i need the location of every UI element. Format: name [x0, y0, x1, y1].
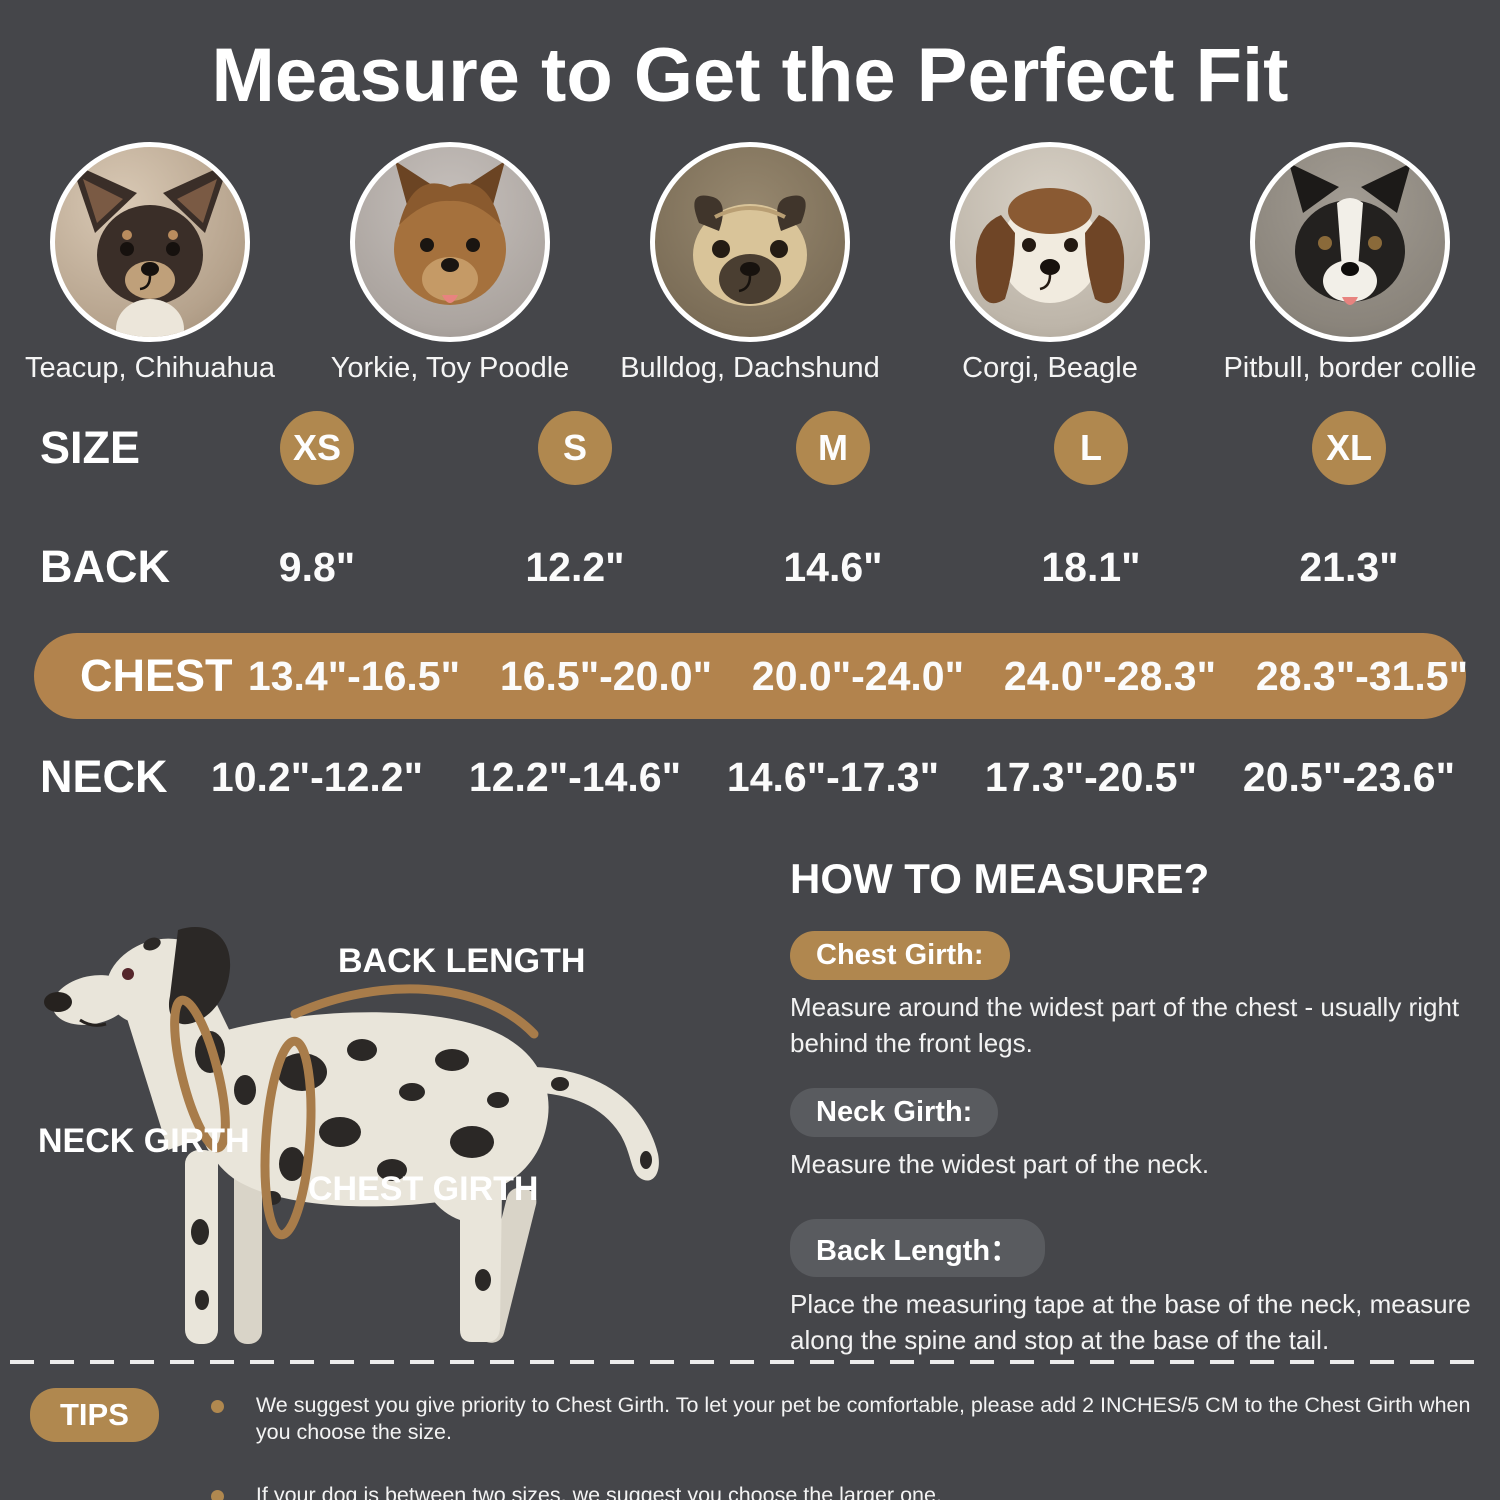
row-label-neck: NECK — [40, 751, 168, 802]
dalmatian-measure-illustration — [44, 927, 659, 1344]
chest-girth-description: Measure around the widest part of the ch… — [790, 992, 1460, 1058]
tip-text-between-sizes: If your dog is between two sizes, we sug… — [255, 1482, 942, 1500]
back-value-xl: 21.3" — [1299, 543, 1399, 590]
page-title: Measure to Get the Perfect Fit — [211, 33, 1289, 118]
figure-label-neck-girth: NECK GIRTH — [38, 1122, 250, 1160]
bullet-dot-icon — [210, 1489, 224, 1500]
tips-badge: TIPS — [30, 1388, 159, 1442]
table-row-neck: NECK 10.2"-12.2" 12.2"-14.6" 14.6"-17.3"… — [0, 744, 1480, 810]
tip-item: We suggest you give priority to Chest Gi… — [210, 1392, 1490, 1446]
tip-text-chest-priority: We suggest you give priority to Chest Gi… — [255, 1393, 1471, 1444]
chest-value-m: 20.0"-24.0" — [751, 652, 965, 699]
back-length-arc — [290, 984, 539, 1039]
figure-label-back-length: BACK LENGTH — [338, 942, 586, 980]
row-label-back: BACK — [40, 541, 170, 592]
tip-item: If your dog is between two sizes, we sug… — [210, 1482, 1490, 1500]
yorkie-photo — [350, 142, 550, 342]
breed-label-yorkie-toy-poodle: Yorkie, Toy Poodle — [330, 352, 570, 384]
pug-photo — [650, 142, 850, 342]
breed-label-row: Teacup, Chihuahua Yorkie, Toy Poodle Bul… — [0, 352, 1500, 385]
chihuahua-photo — [50, 142, 250, 342]
chest-value-xl: 28.3"-31.5" — [1255, 652, 1469, 699]
chest-girth-loop — [260, 1036, 316, 1240]
border-collie-icon — [1289, 163, 1411, 305]
breed-label-bulldog-dachshund: Bulldog, Dachshund — [620, 352, 880, 384]
tips-section: TIPS We suggest you give priority to Che… — [30, 1388, 1490, 1500]
breed-label-pitbull-border-collie: Pitbull, border collie — [1223, 352, 1477, 384]
size-badge-m: M — [796, 411, 870, 485]
table-row-chest-highlighted: CHEST 13.4"-16.5" 16.5"-20.0" 20.0"-24.0… — [34, 633, 1468, 719]
how-to-measure-section: HOW TO MEASURE? Chest Girth: Measure aro… — [790, 855, 1480, 1358]
neck-value-m: 14.6"-17.3" — [726, 753, 940, 800]
table-row-size: SIZE XS S M L XL — [0, 408, 1480, 488]
back-value-s: 12.2" — [525, 543, 625, 590]
tips-list: We suggest you give priority to Chest Gi… — [210, 1392, 1490, 1500]
beagle-photo — [950, 142, 1150, 342]
border-collie-photo — [1250, 142, 1450, 342]
size-badge-xs: XS — [280, 411, 354, 485]
neck-girth-description: Measure the widest part of the neck. — [790, 1148, 1210, 1179]
chest-value-s: 16.5"-20.0" — [499, 652, 713, 699]
neck-value-xs: 10.2"-12.2" — [210, 753, 424, 800]
table-row-back: BACK 9.8" 12.2" 14.6" 18.1" 21.3" — [0, 536, 1480, 598]
back-length-pill: Back Length： — [790, 1218, 1046, 1277]
chest-girth-pill: Chest Girth: — [790, 931, 1010, 980]
chihuahua-icon — [71, 163, 229, 337]
neck-value-s: 12.2"-14.6" — [468, 753, 682, 800]
neck-girth-loop — [170, 995, 230, 1153]
how-to-measure-heading: HOW TO MEASURE? — [790, 855, 1210, 902]
back-length-description: Place the measuring tape at the base of … — [790, 1288, 1471, 1355]
breed-label-corgi-beagle: Corgi, Beagle — [962, 352, 1138, 384]
chest-value-l: 24.0"-28.3" — [1003, 652, 1217, 699]
row-label-chest: CHEST — [80, 650, 233, 701]
row-label-size: SIZE — [40, 422, 141, 473]
chest-value-xs: 13.4"-16.5" — [247, 652, 461, 699]
neck-value-xl: 20.5"-23.6" — [1242, 753, 1456, 800]
neck-girth-pill: Neck Girth: — [790, 1087, 999, 1137]
breed-label-teacup-chihuahua: Teacup, Chihuahua — [25, 352, 275, 384]
bullet-dot-icon — [210, 1400, 224, 1413]
size-badge-l: L — [1054, 411, 1128, 485]
size-badge-s: S — [538, 411, 612, 485]
pug-icon — [693, 195, 807, 306]
yorkie-icon — [394, 161, 506, 305]
size-badge-xl: XL — [1312, 411, 1386, 485]
neck-value-l: 17.3"-20.5" — [984, 753, 1198, 800]
back-value-xs: 9.8" — [278, 543, 356, 590]
beagle-icon — [975, 188, 1125, 304]
back-value-m: 14.6" — [783, 543, 883, 590]
figure-label-chest-girth: CHEST GIRTH — [308, 1170, 539, 1208]
breed-photo-row — [0, 142, 1500, 342]
back-value-l: 18.1" — [1041, 543, 1141, 590]
dashed-divider — [10, 1360, 1490, 1364]
